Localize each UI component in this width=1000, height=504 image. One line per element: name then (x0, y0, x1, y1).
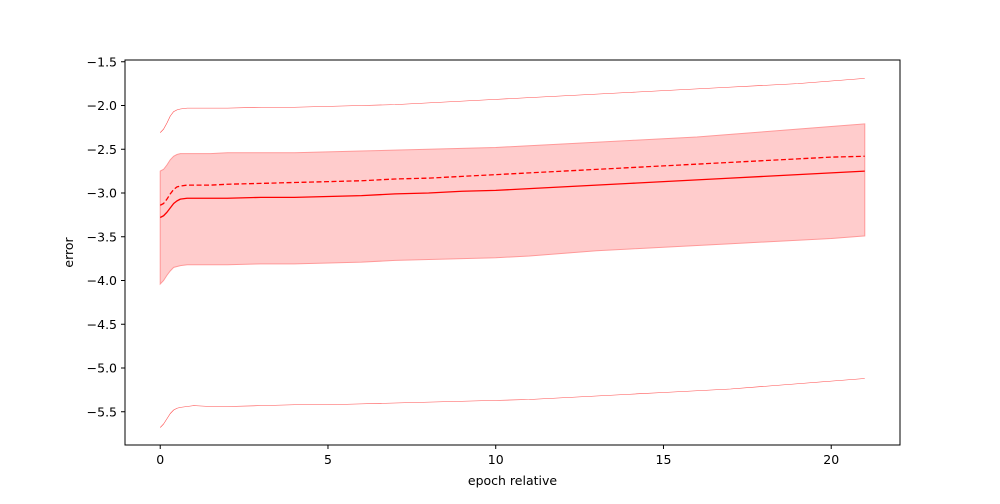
y-tick-label: −3.5 (87, 229, 117, 244)
y-tick-label: −1.5 (87, 54, 117, 69)
lower-extreme-line (160, 378, 865, 428)
y-tick-label: −2.0 (87, 98, 117, 113)
x-tick-label: 10 (488, 452, 504, 467)
y-tick-label: −5.0 (87, 361, 117, 376)
x-axis: 0 5 10 15 20 (156, 445, 839, 467)
median-line (159, 155, 865, 206)
x-tick-label: 15 (656, 452, 672, 467)
upper-extreme-line (160, 78, 865, 133)
x-tick-label: 20 (823, 452, 839, 467)
std-band (159, 123, 866, 286)
x-tick-label: 5 (324, 452, 332, 467)
y-tick-label: −3.0 (87, 186, 117, 201)
axes-frame (124, 59, 901, 446)
x-axis-label: epoch relative (468, 473, 558, 488)
y-tick-label: −4.5 (87, 317, 117, 332)
y-tick-label: −2.5 (87, 142, 117, 157)
y-tick-label: −5.5 (87, 404, 117, 419)
x-tick-label: 0 (156, 452, 164, 467)
y-tick-label: −4.0 (87, 273, 117, 288)
plot-area (159, 78, 866, 428)
y-axis: −5.5 −5.0 −4.5 −4.0 −3.5 −3.0 −2.5 −2.0 −1.5 (87, 54, 125, 419)
mean-line (159, 170, 865, 219)
y-axis-label: error (61, 237, 76, 268)
